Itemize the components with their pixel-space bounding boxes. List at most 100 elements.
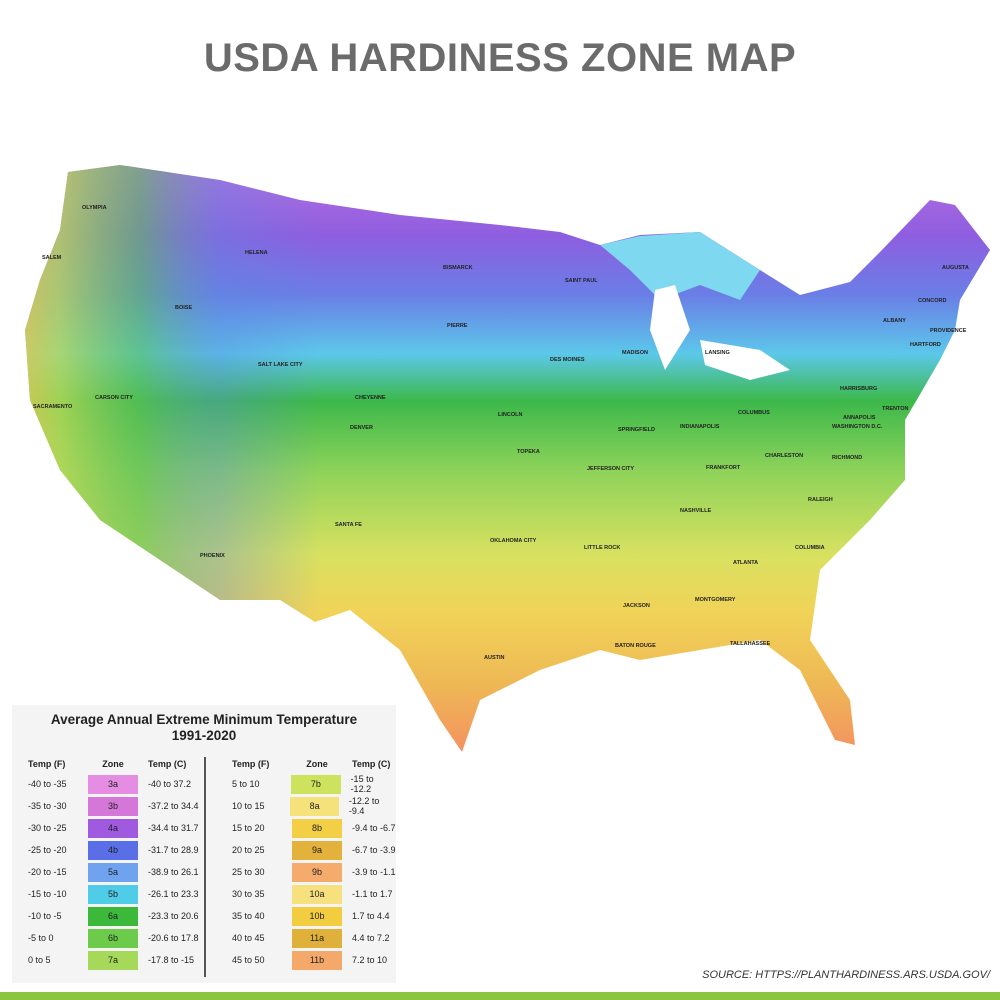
temp-f: 10 to 15 bbox=[232, 801, 265, 811]
zone-swatch: 5a bbox=[88, 862, 138, 882]
temp-f: -20 to -15 bbox=[28, 867, 67, 877]
city-label: HELENA bbox=[245, 250, 268, 256]
city-label: RICHMOND bbox=[832, 455, 863, 461]
city-label: SALEM bbox=[42, 255, 62, 261]
city-label: OLYMPIA bbox=[82, 205, 107, 211]
city-label: BISMARCK bbox=[443, 265, 473, 271]
temp-c: -1.1 to 1.7 bbox=[352, 889, 393, 899]
city-label: CONCORD bbox=[918, 298, 947, 304]
legend-row: -15 to -10 5b -26.1 to 23.3 bbox=[28, 883, 199, 905]
temp-c: -31.7 to 28.9 bbox=[148, 845, 199, 855]
city-label: TOPEKA bbox=[517, 449, 540, 455]
city-label: RALEIGH bbox=[808, 497, 833, 503]
zone-swatch: 9b bbox=[292, 862, 342, 882]
city-label: HARTFORD bbox=[910, 342, 941, 348]
city-label: INDIANAPOLIS bbox=[680, 424, 720, 430]
temp-c: -17.8 to -15 bbox=[148, 955, 195, 965]
city-label: MONTGOMERY bbox=[695, 597, 736, 603]
temp-c: -37.2 to 34.4 bbox=[148, 801, 199, 811]
city-label: SACRAMENTO bbox=[33, 404, 73, 410]
legend-row: 40 to 45 11a 4.4 to 7.2 bbox=[232, 927, 396, 949]
city-label: SPRINGFIELD bbox=[618, 427, 655, 433]
city-label: SALT LAKE CITY bbox=[258, 362, 303, 368]
temp-c: -15 to -12.2 bbox=[350, 774, 374, 794]
zone-swatch: 6b bbox=[88, 928, 138, 948]
city-label: ALBANY bbox=[883, 318, 906, 324]
temp-f: 5 to 10 bbox=[232, 779, 260, 789]
city-label: OKLAHOMA CITY bbox=[490, 538, 537, 544]
page-title: USDA HARDINESS ZONE MAP bbox=[203, 36, 797, 80]
city-label: SANTA FE bbox=[335, 522, 362, 528]
temp-c: -20.6 to 17.8 bbox=[148, 933, 199, 943]
city-label: TRENTON bbox=[882, 406, 909, 412]
city-label: LINCOLN bbox=[498, 412, 523, 418]
city-label: COLUMBIA bbox=[795, 545, 825, 551]
zone-swatch: 4a bbox=[88, 818, 138, 838]
legend-row: 30 to 35 10a -1.1 to 1.7 bbox=[232, 883, 396, 905]
city-label: FRANKFORT bbox=[706, 465, 741, 471]
temp-f: -25 to -20 bbox=[28, 845, 67, 855]
zone-swatch: 11b bbox=[292, 950, 342, 970]
temp-c: 7.2 to 10 bbox=[352, 955, 388, 965]
header-temp-f: Temp (F) bbox=[28, 759, 66, 769]
legend-row: 45 to 50 11b 7.2 to 10 bbox=[232, 949, 396, 971]
legend-divider bbox=[204, 757, 206, 977]
city-label: HARRISBURG bbox=[840, 386, 878, 392]
zone-swatch: 10b bbox=[292, 906, 342, 926]
header-zone: Zone bbox=[306, 759, 328, 769]
header-temp-f: Temp (F) bbox=[232, 759, 270, 769]
city-label: MADISON bbox=[622, 350, 648, 356]
city-label: PROVIDENCE bbox=[930, 328, 967, 334]
zone-swatch: 8b bbox=[292, 818, 342, 838]
zone-swatch: 9a bbox=[292, 840, 342, 860]
legend-header: Temp (F) Zone Temp (C) bbox=[232, 757, 396, 771]
legend-row: 20 to 25 9a -6.7 to -3.9 bbox=[232, 839, 396, 861]
temp-f: 20 to 25 bbox=[232, 845, 265, 855]
temp-c: -3.9 to -1.1 bbox=[352, 867, 396, 877]
legend-row: 35 to 40 10b 1.7 to 4.4 bbox=[232, 905, 396, 927]
temp-c: -12.2 to -9.4 bbox=[348, 796, 380, 816]
legend-row: -20 to -15 5a -38.9 to 26.1 bbox=[28, 861, 199, 883]
temp-c: -9.4 to -6.7 bbox=[352, 823, 396, 833]
legend-title: Average Annual Extreme Minimum Temperatu… bbox=[50, 712, 358, 727]
city-label: AUSTIN bbox=[484, 655, 505, 661]
temp-f: -15 to -10 bbox=[28, 889, 67, 899]
legend-header: Temp (F) Zone Temp (C) bbox=[28, 757, 199, 771]
city-label: SAINT PAUL bbox=[565, 278, 598, 284]
temp-c: 1.7 to 4.4 bbox=[352, 911, 390, 921]
footer-bar bbox=[0, 992, 1000, 1000]
city-label: LANSING bbox=[705, 350, 730, 356]
temp-c: -23.3 to 20.6 bbox=[148, 911, 199, 921]
temp-f: -5 to 0 bbox=[28, 933, 54, 943]
temp-f: -30 to -25 bbox=[28, 823, 67, 833]
temp-f: 15 to 20 bbox=[232, 823, 265, 833]
zone-swatch: 8a bbox=[290, 796, 339, 816]
city-label: CARSON CITY bbox=[95, 395, 133, 401]
legend-row: 15 to 20 8b -9.4 to -6.7 bbox=[232, 817, 396, 839]
temp-c: -6.7 to -3.9 bbox=[352, 845, 396, 855]
city-label: ANNAPOLIS bbox=[843, 415, 876, 421]
legend-row: 0 to 5 7a -17.8 to -15 bbox=[28, 949, 199, 971]
city-label: WASHINGTON D.C. bbox=[832, 424, 883, 430]
source-credit: SOURCE: HTTPS://PLANTHARDINESS.ARS.USDA.… bbox=[702, 969, 990, 981]
legend-row: -25 to -20 4b -31.7 to 28.9 bbox=[28, 839, 199, 861]
temp-f: -10 to -5 bbox=[28, 911, 62, 921]
legend-row: 5 to 10 7b -15 to -12.2 bbox=[232, 773, 396, 795]
temp-f: 25 to 30 bbox=[232, 867, 265, 877]
legend-row: -30 to -25 4a -34.4 to 31.7 bbox=[28, 817, 199, 839]
temp-f: 40 to 45 bbox=[232, 933, 265, 943]
city-label: PIERRE bbox=[447, 323, 468, 329]
zone-swatch: 11a bbox=[292, 928, 342, 948]
temp-c: -40 to 37.2 bbox=[148, 779, 192, 789]
city-label: COLUMBUS bbox=[738, 410, 770, 416]
temp-f: 45 to 50 bbox=[232, 955, 265, 965]
legend: Average Annual Extreme Minimum Temperatu… bbox=[12, 705, 396, 983]
temp-c: 4.4 to 7.2 bbox=[352, 933, 390, 943]
legend-row: -10 to -5 6a -23.3 to 20.6 bbox=[28, 905, 199, 927]
city-label: DENVER bbox=[350, 425, 373, 431]
temp-c: -38.9 to 26.1 bbox=[148, 867, 199, 877]
city-label: TALLAHASSEE bbox=[730, 641, 771, 647]
zone-swatch: 3a bbox=[88, 774, 138, 794]
city-label: NASHVILLE bbox=[680, 508, 712, 514]
